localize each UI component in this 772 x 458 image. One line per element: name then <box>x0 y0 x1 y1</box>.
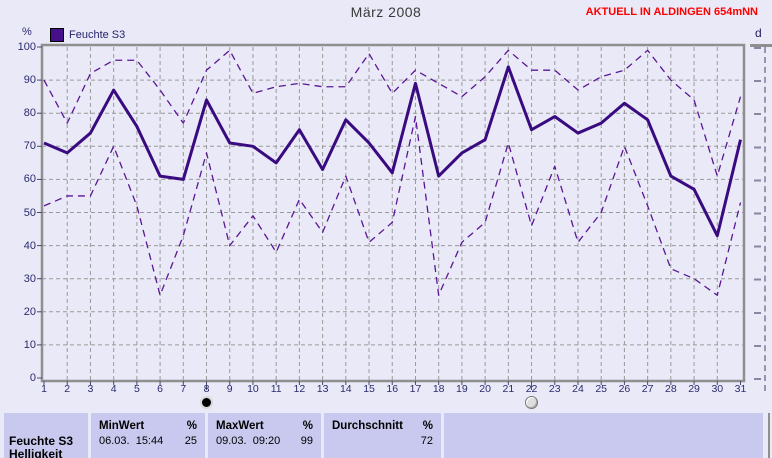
x-axis-label: 12 <box>293 383 306 395</box>
y-axis-label: 20 <box>23 305 36 318</box>
minwert-cell[interactable]: MinWert % 06.03. 15:44 25 <box>91 413 205 458</box>
y-axis-label: 80 <box>23 107 36 120</box>
page-title: März 2008 <box>350 4 422 20</box>
y-axis-label: 100 <box>17 41 36 53</box>
x-axis-label: 3 <box>87 383 94 395</box>
humidity-line-chart <box>37 43 746 390</box>
y-axis-label: 10 <box>23 338 36 351</box>
maxwert-value: 99 <box>300 435 313 447</box>
next-panel-top-border <box>750 44 772 47</box>
x-axis-label: 22 <box>525 383 538 395</box>
x-axis-label: 2 <box>64 383 71 395</box>
minwert-label: MinWert <box>99 420 145 432</box>
minwert-value: 25 <box>184 435 197 447</box>
minwert-unit: % <box>186 420 197 432</box>
y-axis-label: 90 <box>23 74 36 87</box>
empty-cell <box>444 413 763 458</box>
x-axis-label: 15 <box>363 383 375 395</box>
maxwert-unit: % <box>302 420 313 432</box>
x-axis-label: 17 <box>409 383 422 395</box>
x-axis-label: 25 <box>595 383 608 395</box>
maxwert-label: MaxWert <box>216 420 264 432</box>
x-axis-label: 8 <box>203 383 210 395</box>
x-axis-label: 13 <box>316 383 329 395</box>
next-sensor-name: Helligkeit <box>9 447 63 458</box>
x-axis-label: 30 <box>711 383 724 395</box>
maxwert-timestamp: 09.03. 09:20 <box>216 435 281 447</box>
y-axis-label: 0 <box>29 372 36 384</box>
x-axis-label: 31 <box>734 383 747 395</box>
new-moon-icon <box>200 396 214 409</box>
durchschnitt-unit: % <box>422 420 433 432</box>
y-axis-label: 60 <box>23 173 36 186</box>
y-axis-label: 40 <box>23 239 36 252</box>
x-axis-label: 11 <box>270 383 282 395</box>
durchschnitt-label: Durchschnitt <box>332 420 403 432</box>
y-axis-label: 30 <box>23 272 36 285</box>
x-axis-label: 27 <box>641 383 654 395</box>
stats-table: Feuchte S3 Helligkeit MinWert % 06.03. 1… <box>4 413 763 458</box>
legend-label: Feuchte S3 <box>69 29 126 41</box>
x-axis-label: 19 <box>456 383 468 395</box>
x-axis-label: 23 <box>548 383 561 395</box>
x-axis-label: 14 <box>339 383 352 395</box>
next-panel-unit-label: d <box>755 26 762 40</box>
next-panel-ticks <box>754 47 761 380</box>
station-status-text: AKTUELL IN ALDINGEN 654mNN <box>585 6 758 18</box>
x-axis-label: 26 <box>618 383 631 395</box>
x-axis-label: 10 <box>247 383 259 395</box>
next-panel-gridline <box>764 47 766 391</box>
x-axis-label: 28 <box>665 383 677 395</box>
y-axis-unit-label: % <box>22 26 32 38</box>
sensor-name-cell[interactable]: Feuchte S3 Helligkeit <box>4 413 88 458</box>
y-axis-label: 70 <box>23 140 36 153</box>
x-axis-label: 7 <box>180 383 187 395</box>
x-axis-label: 5 <box>133 383 140 395</box>
x-axis-label: 20 <box>479 383 491 395</box>
x-axis-label: 29 <box>688 383 700 395</box>
x-axis-label: 9 <box>226 383 233 395</box>
x-axis-label: 4 <box>110 383 117 395</box>
sensor-name: Feuchte S3 <box>9 434 74 448</box>
x-axis-label: 16 <box>386 383 399 395</box>
x-axis-label: 6 <box>157 383 163 395</box>
minwert-timestamp: 06.03. 15:44 <box>99 435 164 447</box>
next-panel-table-border <box>768 413 770 458</box>
durchschnitt-value: 72 <box>420 435 433 447</box>
legend-swatch-icon <box>50 28 64 42</box>
durchschnitt-cell[interactable]: Durchschnitt % 72 <box>324 413 441 458</box>
x-axis-label: 1 <box>41 383 47 395</box>
chart-legend: Feuchte S3 <box>50 28 125 42</box>
maxwert-cell[interactable]: MaxWert % 09.03. 09:20 99 <box>208 413 321 458</box>
full-moon-icon <box>525 396 539 409</box>
x-axis-label: 24 <box>572 383 584 395</box>
y-axis-label: 50 <box>23 206 36 219</box>
x-axis-label: 21 <box>502 383 515 395</box>
x-axis-label: 18 <box>432 383 445 395</box>
